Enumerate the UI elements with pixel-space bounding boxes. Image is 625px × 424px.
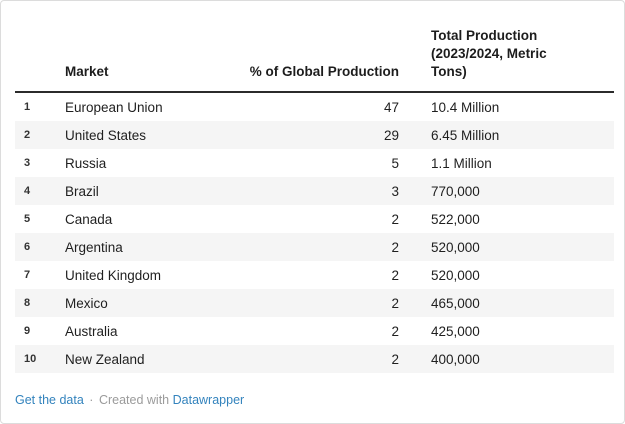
header-market: Market [65,15,239,93]
header-rank [15,15,65,93]
row-market: Mexico [65,295,108,311]
table-row: 3 Russia 5 1.1 Million [15,149,614,177]
table-header: Market % of Global Production Total Prod… [15,15,614,93]
row-rank: 3 [24,157,31,169]
row-total: 6.45 Million [431,127,500,143]
row-pct: 2 [391,351,399,367]
row-pct: 47 [383,99,399,115]
table-row: 2 United States 29 6.45 Million [15,121,614,149]
table-row: 1 European Union 47 10.4 Million [15,92,614,121]
row-total: 522,000 [431,211,480,227]
row-rank: 7 [24,269,31,281]
row-market: United States [65,127,147,143]
row-market: Australia [65,323,118,339]
row-total: 425,000 [431,323,480,339]
row-rank: 8 [24,297,31,309]
table-row: 4 Brazil 3 770,000 [15,177,614,205]
row-pct: 29 [383,127,399,143]
row-pct: 2 [391,267,399,283]
row-total: 520,000 [431,267,480,283]
row-rank: 9 [24,325,31,337]
row-pct: 2 [391,239,399,255]
row-total: 465,000 [431,295,480,311]
row-rank: 5 [24,213,31,225]
header-pct-global-production: % of Global Production [239,15,399,93]
table-row: 9 Australia 2 425,000 [15,317,614,345]
row-pct: 2 [391,211,399,227]
row-market: United Kingdom [65,267,162,283]
header-total-production-label: Total Production (2023/2024, Metric Tons… [431,28,547,79]
footer-credit-text: Created with [98,393,170,407]
row-total: 1.1 Million [431,155,492,171]
footer-separator: · [89,393,94,407]
table-row: 10 New Zealand 2 400,000 [15,345,614,373]
row-market: Canada [65,211,113,227]
row-rank: 10 [24,353,37,365]
table-row: 8 Mexico 2 465,000 [15,289,614,317]
get-the-data-link[interactable]: Get the data [15,393,84,407]
table-row: 7 United Kingdom 2 520,000 [15,261,614,289]
row-rank: 4 [24,185,31,197]
row-rank: 1 [24,101,31,113]
production-table: Market % of Global Production Total Prod… [15,15,614,373]
row-total: 770,000 [431,183,480,199]
row-market: Russia [65,155,107,171]
row-market: Argentina [65,239,123,255]
attribution-footer: Get the data · Created with Datawrapper [15,393,612,408]
row-rank: 6 [24,241,31,253]
row-pct: 5 [391,155,399,171]
header-total-production: Total Production (2023/2024, Metric Tons… [399,15,614,93]
table-row: 6 Argentina 2 520,000 [15,233,614,261]
row-total: 520,000 [431,239,480,255]
row-pct: 3 [391,183,399,199]
row-pct: 2 [391,295,399,311]
row-pct: 2 [391,323,399,339]
table-body: 1 European Union 47 10.4 Million 2 Unite… [15,92,614,373]
table-row: 5 Canada 2 522,000 [15,205,614,233]
row-market: Brazil [65,183,99,199]
datawrapper-brand-link[interactable]: Datawrapper [172,393,245,407]
row-market: European Union [65,99,163,115]
row-total: 400,000 [431,351,480,367]
row-total: 10.4 Million [431,99,500,115]
row-market: New Zealand [65,351,145,367]
row-rank: 2 [24,129,31,141]
